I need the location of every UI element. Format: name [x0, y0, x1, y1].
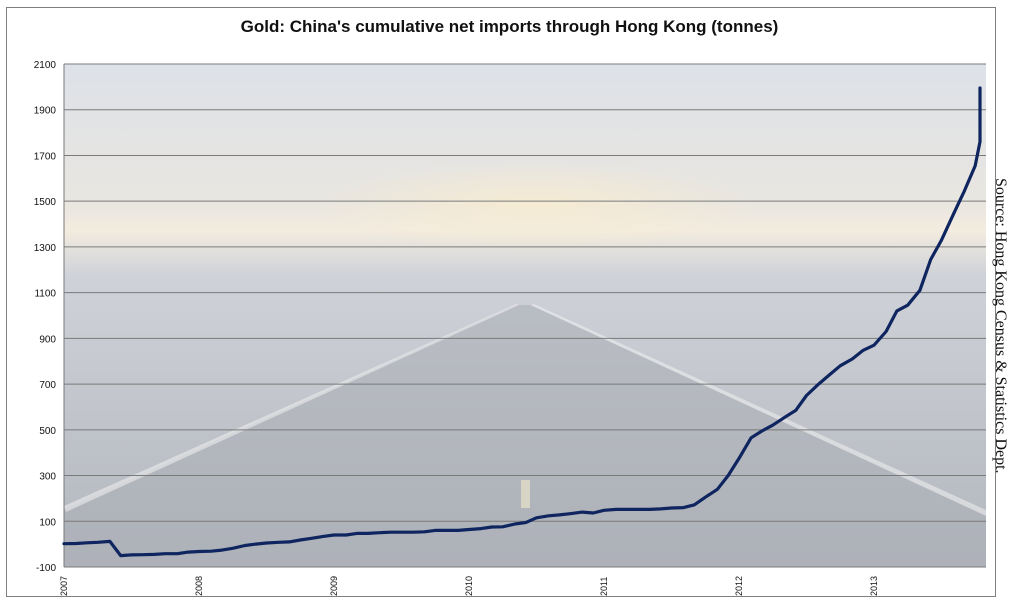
x-tick-label: 2012	[734, 576, 744, 596]
y-tick-label: 100	[39, 517, 56, 528]
x-tick-label: 2011	[599, 577, 609, 596]
y-tick-label: 700	[39, 380, 56, 391]
y-tick-label: 1300	[34, 243, 57, 254]
series-line	[62, 86, 982, 558]
y-tick-label: 500	[39, 426, 56, 437]
y-tick-label: 900	[39, 334, 56, 345]
plot-background	[64, 64, 986, 567]
y-tick-label: -100	[36, 563, 56, 574]
y-tick-label: 2100	[34, 60, 57, 71]
x-tick-label: 2007	[59, 576, 69, 596]
chart-title: Gold: China's cumulative net imports thr…	[240, 17, 779, 36]
y-tick-label: 1900	[34, 106, 57, 117]
x-tick-label: 2013	[869, 576, 879, 596]
x-tick-label: 2008	[194, 576, 204, 596]
y-tick-label: 1100	[34, 289, 56, 300]
y-tick-label: 300	[39, 472, 56, 483]
y-tick-label: 1700	[34, 151, 57, 162]
x-tick-label: 2009	[329, 576, 339, 596]
x-tick-label: 2010	[464, 576, 474, 596]
y-tick-label: 1500	[34, 197, 57, 208]
